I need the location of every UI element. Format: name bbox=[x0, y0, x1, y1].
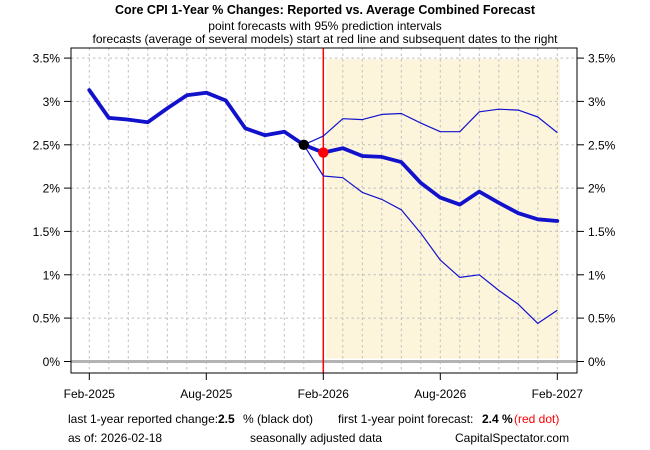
series-lower-95-band bbox=[303, 144, 558, 324]
y-tick-label-left: 2% bbox=[43, 182, 61, 196]
y-tick-label-right: 2.5% bbox=[588, 138, 616, 152]
reported-change-value: 2.5 bbox=[218, 412, 235, 426]
y-tick-label-right: 2% bbox=[588, 182, 606, 196]
y-tick-label-left: 0.5% bbox=[33, 312, 61, 326]
forecast-shaded-region bbox=[326, 59, 560, 359]
x-tick-label: Feb-2025 bbox=[64, 387, 116, 401]
y-tick-label-left: 3% bbox=[43, 95, 61, 109]
y-tick-label-right: 0% bbox=[588, 355, 606, 369]
x-tick-label: Feb-2027 bbox=[532, 387, 584, 401]
y-tick-label-left: 2.5% bbox=[33, 138, 61, 152]
y-tick-label-left: 1.5% bbox=[33, 225, 61, 239]
y-tick-label-right: 3.5% bbox=[588, 52, 616, 66]
y-tick-label-left: 1% bbox=[43, 268, 61, 282]
y-tick-label-right: 3% bbox=[588, 95, 606, 109]
black-dot-last-reported bbox=[298, 139, 309, 150]
adjustment-note: seasonally adjusted data bbox=[250, 431, 383, 445]
y-tick-label-right: 0.5% bbox=[588, 312, 616, 326]
y-tick-label-left: 3.5% bbox=[33, 52, 61, 66]
series-reported bbox=[87, 88, 306, 147]
point-forecast-label: first 1-year point forecast: bbox=[338, 412, 474, 426]
x-tick-label: Aug-2025 bbox=[180, 387, 232, 401]
as-of-date: as of: 2026-02-18 bbox=[68, 431, 163, 445]
x-tick-label: Aug-2026 bbox=[414, 387, 466, 401]
series-forecast bbox=[301, 142, 560, 223]
series-upper-95-band bbox=[303, 108, 558, 146]
y-tick-label-right: 1% bbox=[588, 268, 606, 282]
y-tick-label-right: 1.5% bbox=[588, 225, 616, 239]
chart-subtitle-2: forecasts (average of several models) st… bbox=[92, 32, 558, 46]
red-dot-first-forecast bbox=[318, 147, 329, 158]
reported-change-suffix: % (black dot) bbox=[243, 412, 314, 426]
reported-change-label: last 1-year reported change: bbox=[68, 412, 219, 426]
chart-title: Core CPI 1-Year % Changes: Reported vs. … bbox=[114, 3, 536, 17]
point-forecast-suffix: (red dot) bbox=[514, 412, 560, 426]
plot-border bbox=[70, 47, 578, 374]
point-forecast-value: 2.4 % bbox=[482, 412, 513, 426]
chart-subtitle-1: point forecasts with 95% prediction inte… bbox=[208, 19, 442, 33]
x-tick-label: Feb-2026 bbox=[298, 387, 350, 401]
source-attribution: CapitalSpectator.com bbox=[455, 431, 570, 445]
y-tick-label-left: 0% bbox=[43, 355, 61, 369]
